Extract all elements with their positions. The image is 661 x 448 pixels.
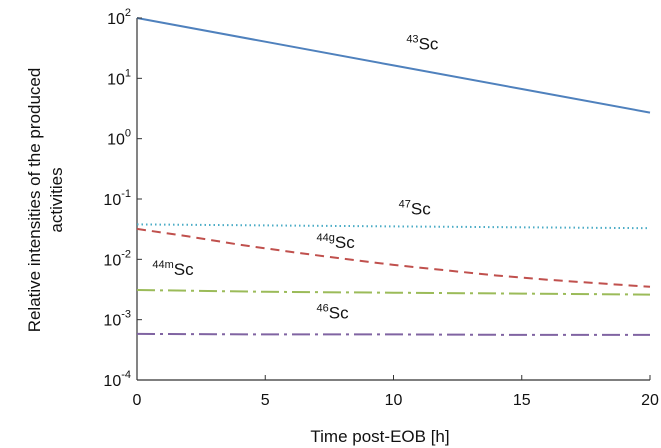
x-tick-label: 5 [261, 392, 270, 409]
tick-layer: 0 5 10 15 20 102 101 100 10-1 10-2 10-3 10-4 [103, 7, 659, 409]
y-axis-title: Relative intensities of the produced acti… [25, 68, 66, 333]
x-tick-label: 20 [641, 392, 659, 409]
x-tick-label: 10 [385, 392, 403, 409]
series-46Sc-label: 46Sc [317, 302, 350, 322]
y-tick-label: 101 [107, 67, 131, 88]
series-44gSc-label: 44gSc [317, 232, 356, 252]
series-47Sc-label: 47Sc [399, 199, 432, 219]
series-47Sc-line [136, 223, 651, 230]
series-44gSc-line [136, 227, 651, 288]
series-label-layer: 43Sc 47Sc 44gSc 44mSc 46Sc [152, 34, 439, 323]
series-46Sc-line [136, 332, 650, 336]
series-44mSc-label: 44mSc [152, 259, 194, 279]
y-tick-label: 10-2 [103, 248, 131, 269]
y-tick-label: 102 [107, 7, 131, 28]
series-43Sc-line [136, 17, 651, 114]
x-tick-label: 0 [133, 392, 142, 409]
y-tick-label: 10-4 [103, 369, 131, 390]
x-axis-title: Time post-EOB [h] [310, 427, 449, 446]
x-tick-label: 15 [513, 392, 531, 409]
series-layer [136, 17, 651, 336]
y-tick-label: 100 [107, 128, 131, 149]
y-tick-label: 10-1 [103, 188, 131, 209]
y-tick-label: 10-3 [103, 309, 131, 330]
series-43Sc-label: 43Sc [406, 34, 439, 54]
series-44mSc-line [136, 289, 651, 296]
